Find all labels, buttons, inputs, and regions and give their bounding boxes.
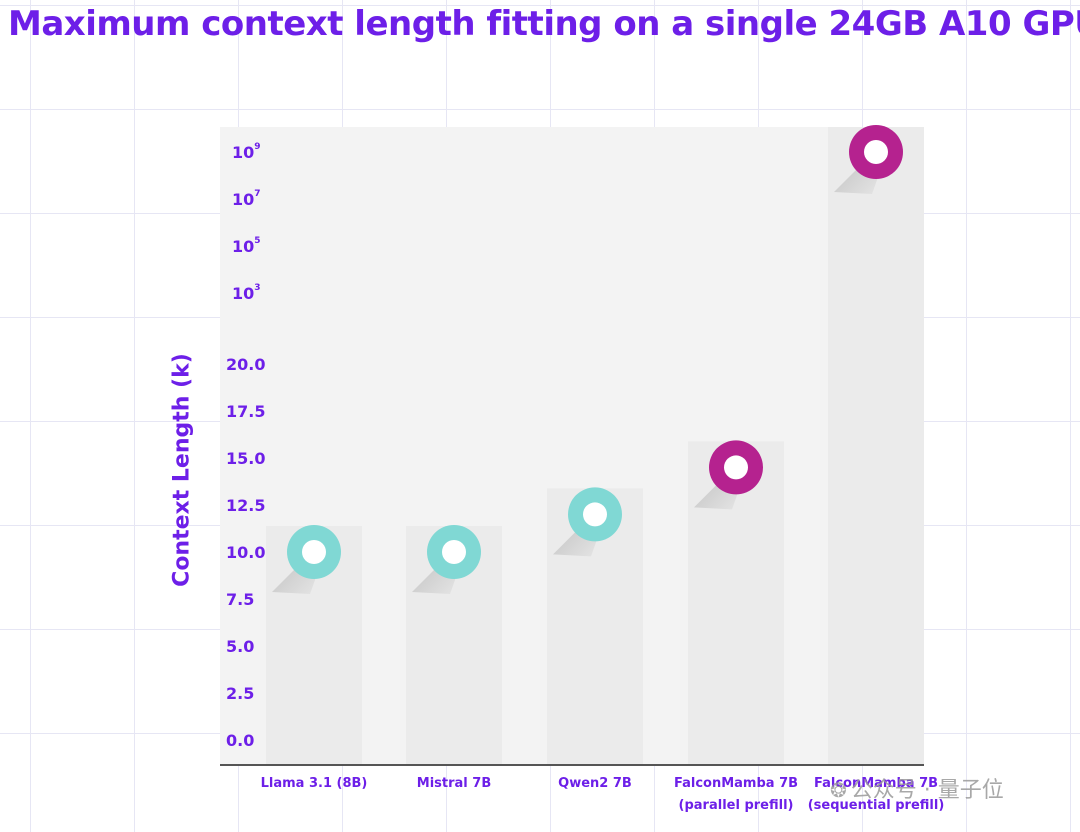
y-tick-label: 12.5 [226, 496, 265, 515]
data-point-center [724, 455, 748, 480]
x-tick-label: Qwen2 7B [558, 776, 632, 791]
data-point-center [442, 540, 466, 564]
y-tick-label: 5.0 [226, 637, 254, 656]
background-bar [828, 127, 924, 765]
y-log-tick-label: 109 [232, 142, 261, 162]
data-point-center [583, 502, 607, 527]
y-tick-label: 17.5 [226, 402, 265, 421]
x-tick-label: FalconMamba 7B (sequential prefill) [808, 776, 945, 813]
y-tick-label: 0.0 [226, 731, 254, 750]
watermark: ❂ 公众号 · 量子位 [830, 772, 1004, 804]
chart-title: Maximum context length fitting on a sing… [8, 4, 1080, 44]
y-tick-label: 10.0 [226, 543, 265, 562]
data-point-center [864, 140, 888, 164]
data-point-center [302, 540, 326, 564]
y-tick-label: 7.5 [226, 590, 254, 609]
x-tick-label: Llama 3.1 (8B) [261, 776, 368, 791]
x-tick-label: Mistral 7B [417, 776, 491, 791]
y-log-tick-label: 103 [232, 283, 261, 303]
wechat-icon: ❂ [830, 778, 847, 802]
y-tick-label: 20.0 [226, 355, 265, 374]
y-axis-label: Context Length (k) [169, 353, 195, 587]
y-log-tick-label: 107 [232, 189, 261, 209]
y-log-tick-label: 105 [232, 236, 261, 256]
y-tick-label: 2.5 [226, 684, 254, 703]
watermark-text: 公众号 · 量子位 [850, 778, 1004, 803]
y-tick-label: 15.0 [226, 449, 265, 468]
x-tick-label: FalconMamba 7B (parallel prefill) [674, 776, 798, 813]
